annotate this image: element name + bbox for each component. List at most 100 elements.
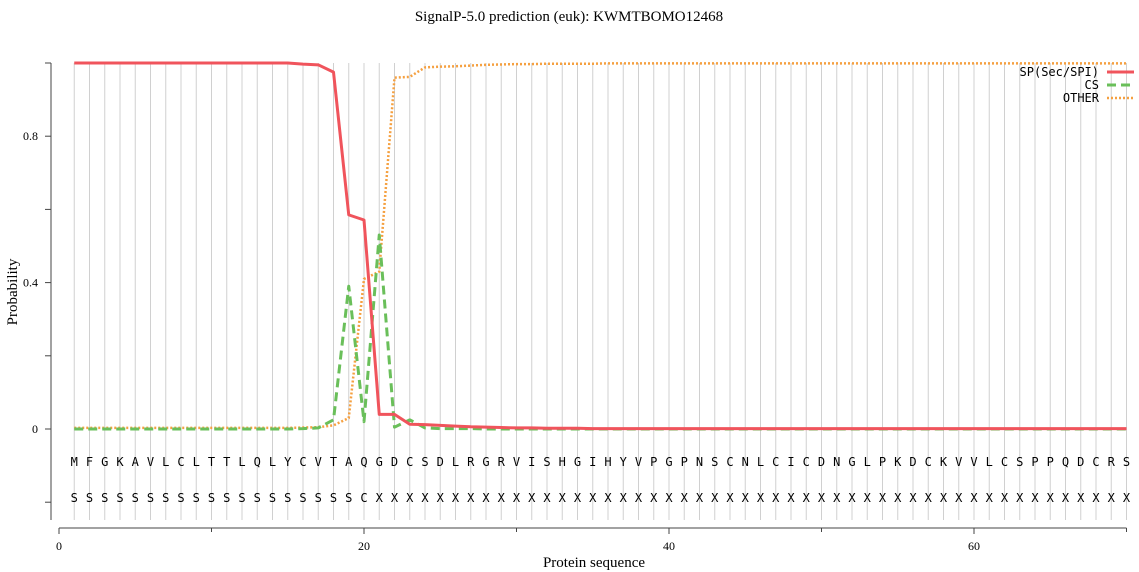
residue-label: S <box>238 491 245 505</box>
series-line-other <box>74 62 1127 430</box>
residue-letter: S <box>711 455 718 469</box>
residue-label: X <box>406 491 414 505</box>
y-axis-label: Probability <box>5 258 21 325</box>
residue-label: X <box>787 491 795 505</box>
residue-letter: V <box>635 455 642 469</box>
residue-label: X <box>650 491 658 505</box>
residue-letter: P <box>1047 455 1054 469</box>
residue-letter: T <box>223 455 230 469</box>
residue-label: S <box>299 491 306 505</box>
y-tick-label: 0.8 <box>23 129 38 143</box>
residue-letter: F <box>86 455 93 469</box>
residue-label: X <box>1047 491 1055 505</box>
residue-letter: S <box>1123 455 1130 469</box>
residue-letter: Q <box>254 455 261 469</box>
y-tick-label: 0 <box>32 422 38 436</box>
residue-letter: C <box>177 455 184 469</box>
residue-letter: G <box>848 455 855 469</box>
residue-letter: L <box>238 455 245 469</box>
x-tick-label: 0 <box>56 539 62 553</box>
residue-label: X <box>681 491 689 505</box>
residue-label: X <box>421 491 429 505</box>
residue-letter: K <box>940 455 948 469</box>
residue-letter: R <box>467 455 475 469</box>
residue-letter: M <box>71 455 78 469</box>
residue-label: X <box>589 491 597 505</box>
residue-label: S <box>345 491 352 505</box>
residue-letter: D <box>1077 455 1084 469</box>
residue-label: S <box>147 491 154 505</box>
residue-label: S <box>116 491 123 505</box>
residue-label: X <box>498 491 506 505</box>
residue-label: X <box>726 491 734 505</box>
residue-letter: V <box>955 455 962 469</box>
residue-label: X <box>940 491 948 505</box>
residue-label: X <box>467 491 475 505</box>
residue-letter: G <box>482 455 489 469</box>
residue-label: X <box>696 491 704 505</box>
residue-label: S <box>208 491 215 505</box>
residue-letter: S <box>1016 455 1023 469</box>
residue-label: X <box>742 491 750 505</box>
x-tick-label: 60 <box>968 539 980 553</box>
residue-label: X <box>1031 491 1039 505</box>
residue-label: X <box>925 491 933 505</box>
residue-label: X <box>894 491 902 505</box>
residue-letter: C <box>726 455 733 469</box>
residue-letter: C <box>803 455 810 469</box>
residue-label: X <box>711 491 719 505</box>
residue-letter: L <box>162 455 169 469</box>
residue-letter: V <box>147 455 154 469</box>
residue-letter: G <box>101 455 108 469</box>
sequence-letters: MSFSGSKSASVSLSCSLSTSTSLSQSLSYSCSVSTSASQC… <box>71 455 1131 505</box>
residue-letter: D <box>818 455 825 469</box>
residue-letter: G <box>665 455 672 469</box>
residue-label: S <box>269 491 276 505</box>
residue-letter: R <box>498 455 506 469</box>
residue-label: X <box>635 491 643 505</box>
residue-letter: V <box>970 455 977 469</box>
residue-label: S <box>71 491 78 505</box>
residue-label: S <box>330 491 337 505</box>
residue-letter: C <box>1092 455 1099 469</box>
residue-letter: D <box>391 455 398 469</box>
residue-letter: S <box>543 455 550 469</box>
x-tick-label: 40 <box>663 539 675 553</box>
residue-letter: I <box>528 455 535 469</box>
residue-label: X <box>818 491 826 505</box>
residue-label: X <box>482 491 490 505</box>
residue-letter: L <box>193 455 200 469</box>
residue-letter: R <box>1108 455 1116 469</box>
residue-letter: S <box>421 455 428 469</box>
residue-letter: N <box>833 455 840 469</box>
residue-letter: L <box>452 455 459 469</box>
residue-label: X <box>437 491 445 505</box>
residue-label: S <box>315 491 322 505</box>
residue-letter: T <box>208 455 215 469</box>
residue-label: X <box>620 491 628 505</box>
residue-label: X <box>955 491 963 505</box>
residue-letter: C <box>299 455 306 469</box>
residue-label: X <box>772 491 780 505</box>
residue-label: X <box>391 491 399 505</box>
residue-label: X <box>528 491 536 505</box>
grid-lines <box>73 63 1127 520</box>
residue-letter: P <box>650 455 657 469</box>
residue-letter: A <box>345 455 353 469</box>
legend-label: CS <box>1085 78 1099 92</box>
residue-label: X <box>665 491 673 505</box>
residue-letter: G <box>376 455 383 469</box>
residue-label: S <box>193 491 200 505</box>
residue-letter: K <box>894 455 902 469</box>
residue-letter: K <box>116 455 124 469</box>
residue-letter: I <box>589 455 596 469</box>
series-lines <box>74 61 1127 431</box>
residue-label: X <box>757 491 765 505</box>
residue-label: X <box>986 491 994 505</box>
residue-letter: C <box>925 455 932 469</box>
chart-title: SignalP-5.0 prediction (euk): KWMTBOMO12… <box>415 9 723 25</box>
series-line-sp-sec-spi <box>74 61 1127 431</box>
residue-label: X <box>452 491 460 505</box>
x-tick-label: 20 <box>358 539 370 553</box>
residue-letter: V <box>315 455 322 469</box>
